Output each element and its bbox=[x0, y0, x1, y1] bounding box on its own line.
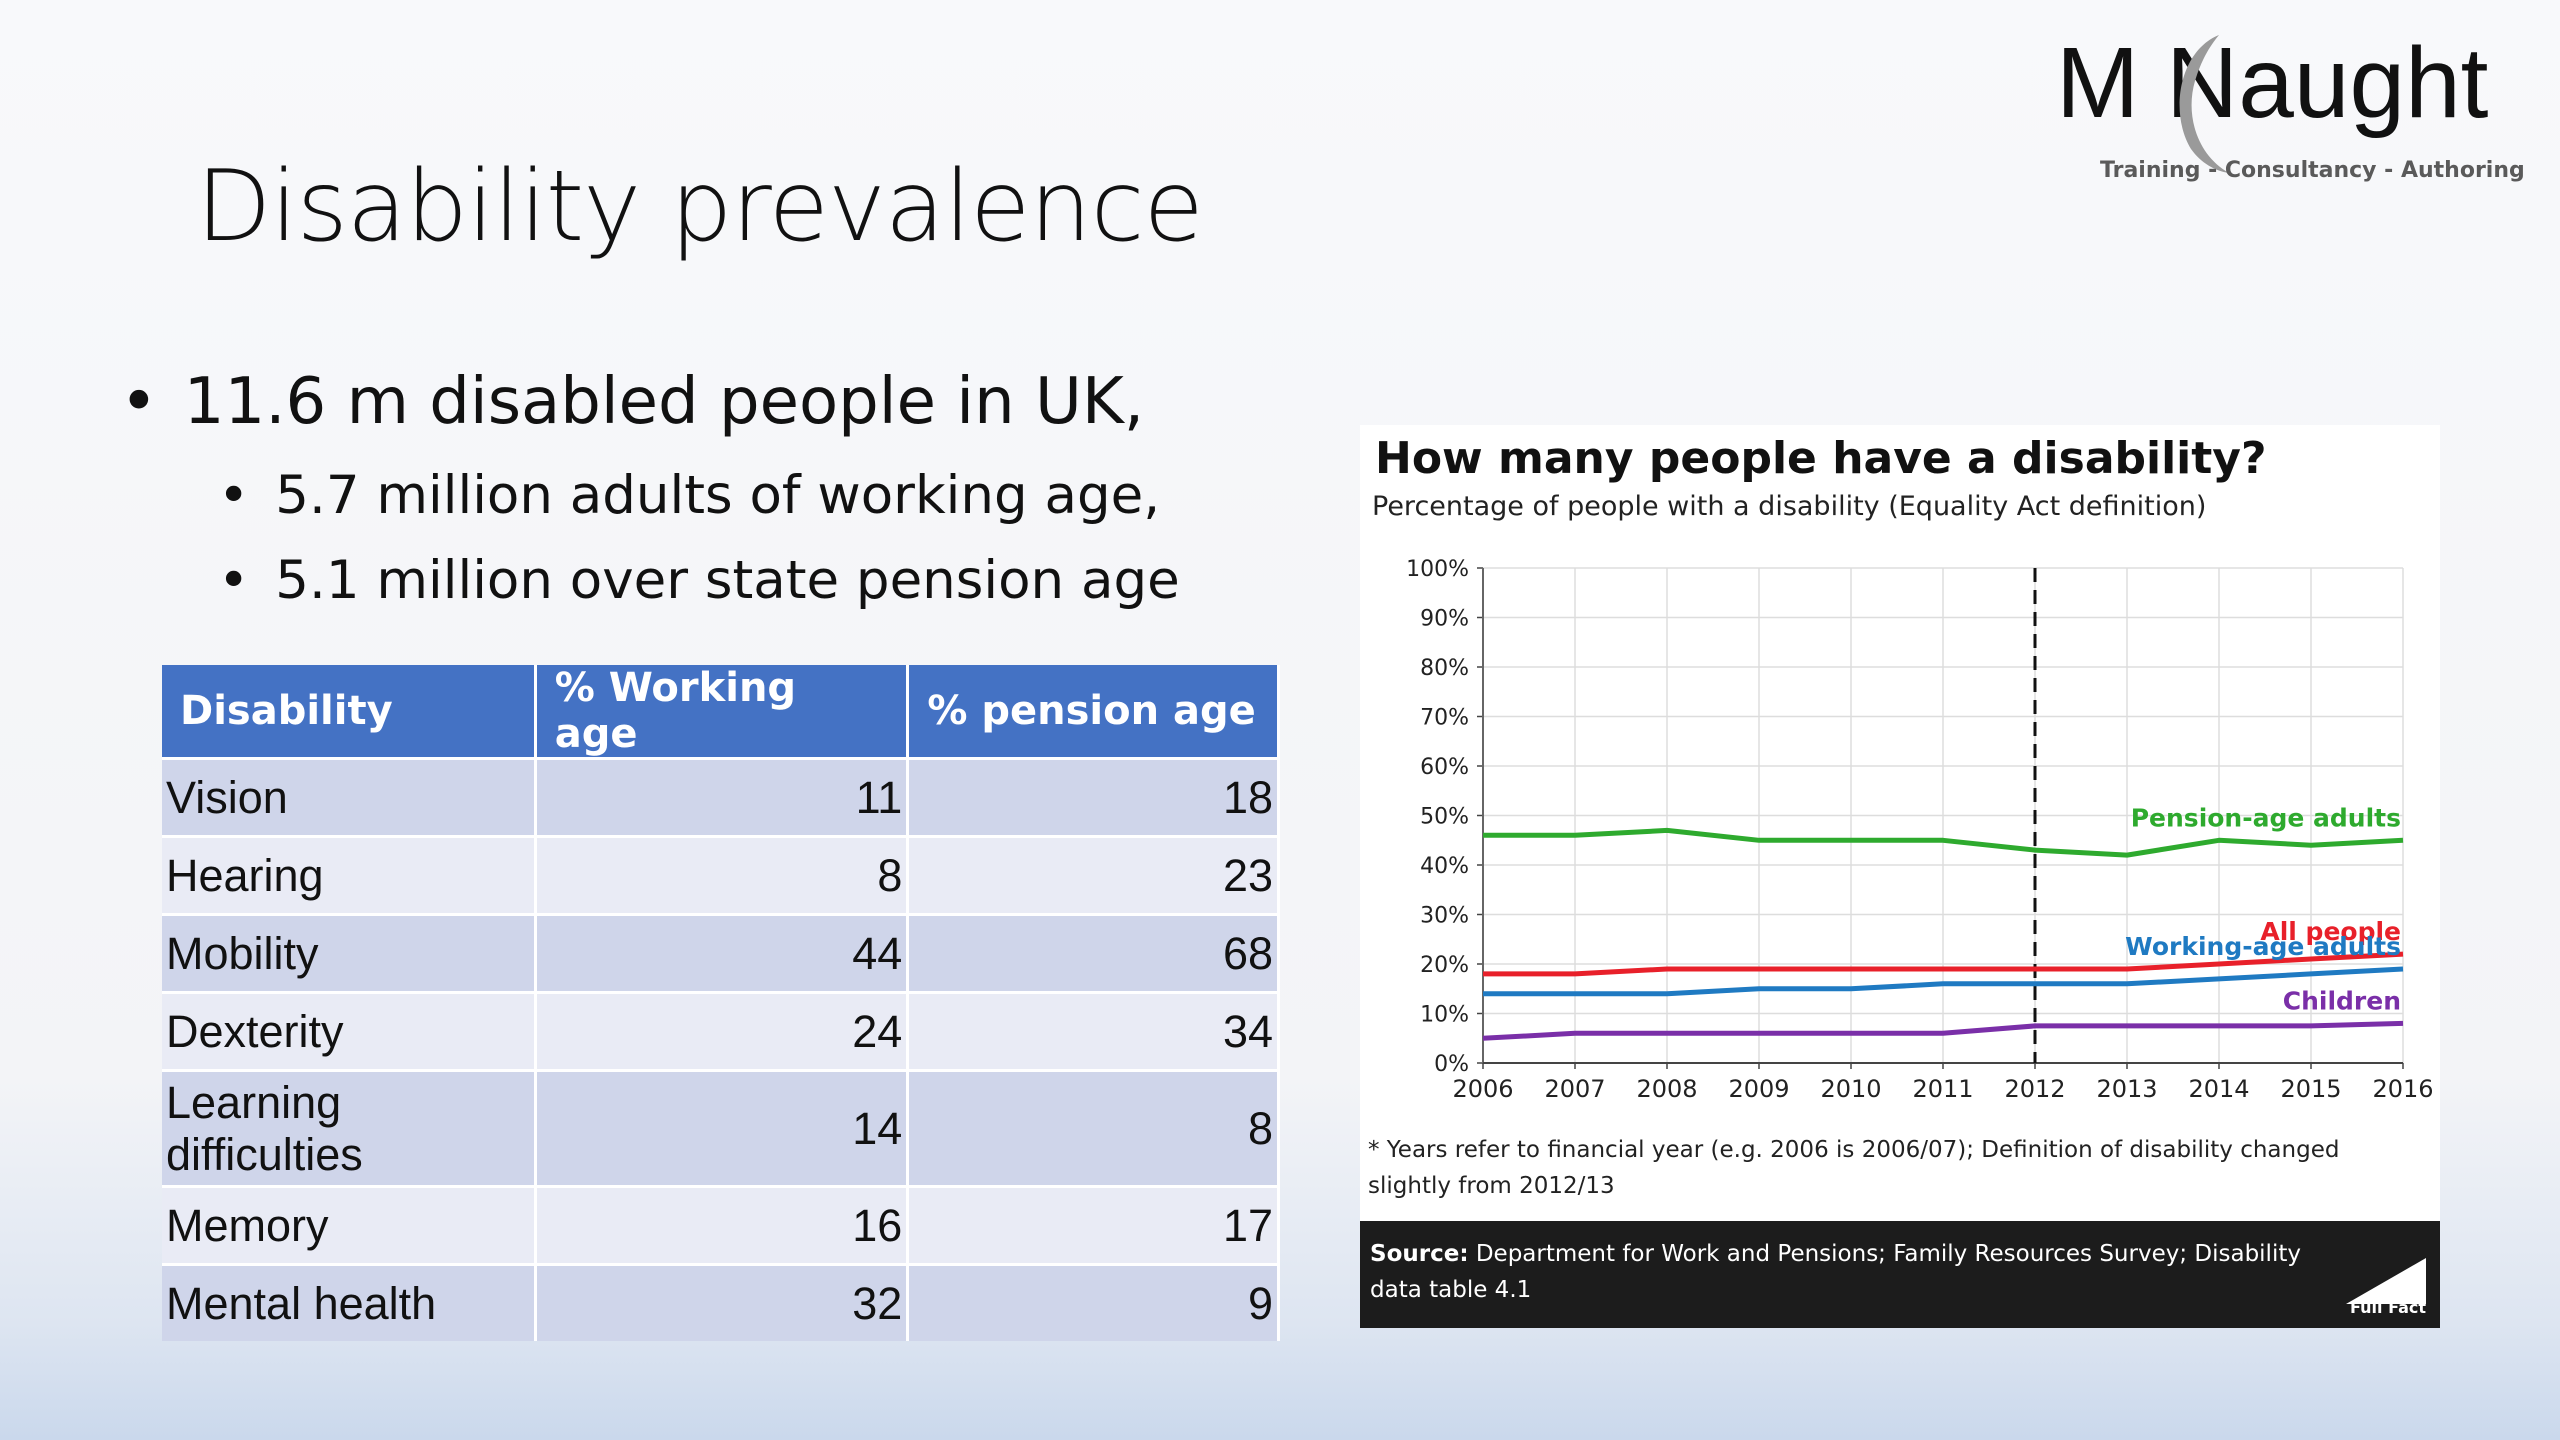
bullet-dot-icon: • bbox=[120, 365, 158, 439]
x-tick-label: 2011 bbox=[1912, 1075, 1973, 1103]
table-row: Vision 11 18 bbox=[162, 757, 1280, 837]
x-tick-label: 2013 bbox=[2096, 1075, 2157, 1103]
chart-panel: How many people have a disability? Perce… bbox=[1360, 425, 2440, 1328]
table-row: Mental health 32 9 bbox=[162, 1263, 1280, 1341]
table-row: Hearing 8 23 bbox=[162, 835, 1280, 915]
row-pension-value: 68 bbox=[907, 913, 1280, 993]
y-tick-label: 50% bbox=[1420, 805, 1469, 830]
row-label: Hearing bbox=[162, 835, 537, 915]
series-line bbox=[1483, 951, 2404, 977]
y-tick-label: 90% bbox=[1420, 607, 1469, 632]
x-tick-label: 2012 bbox=[2004, 1075, 2065, 1103]
full-fact-logo: Full Fact bbox=[2346, 1258, 2426, 1314]
series-label: Working-age adults bbox=[2125, 932, 2401, 961]
header-working-age: % Working age bbox=[535, 665, 910, 759]
x-tick-label: 2016 bbox=[2372, 1075, 2433, 1103]
table-row: Mobility 44 68 bbox=[162, 913, 1280, 993]
y-tick-label: 10% bbox=[1420, 1003, 1469, 1028]
svg-text:Full Fact: Full Fact bbox=[2350, 1298, 2426, 1314]
y-tick-label: 60% bbox=[1420, 755, 1469, 780]
logo-tagline: Training - Consultancy - Authoring bbox=[2100, 158, 2525, 183]
chart-subtitle: Percentage of people with a disability (… bbox=[1372, 491, 2207, 522]
header-pension-age: % pension age bbox=[907, 665, 1280, 759]
y-tick-label: 80% bbox=[1420, 656, 1469, 681]
line-chart: 0% 10% 20% 30% 40% 50% 60% 70% 80% 90% 100% 2006 200… bbox=[1406, 557, 2433, 1103]
y-tick-label: 100% bbox=[1406, 557, 1469, 582]
table-row: Dexterity 24 34 bbox=[162, 991, 1280, 1071]
row-working-value: 32 bbox=[535, 1263, 910, 1341]
y-tick-label: 0% bbox=[1434, 1052, 1469, 1077]
series-label: Pension-age adults bbox=[2131, 803, 2401, 832]
table-row: Memory 16 17 bbox=[162, 1185, 1280, 1265]
x-tick-label: 2006 bbox=[1452, 1075, 1513, 1103]
bullet-main: • 11.6 m disabled people in UK, bbox=[120, 365, 1145, 439]
row-label: Vision bbox=[162, 757, 537, 837]
row-pension-value: 17 bbox=[907, 1185, 1280, 1265]
bullet-sub-working-age: • 5.7 million adults of working age, bbox=[218, 465, 1161, 526]
row-label: Learning difficulties bbox=[162, 1069, 537, 1187]
row-pension-value: 18 bbox=[907, 757, 1280, 837]
crescent-moon-icon bbox=[2179, 35, 2229, 173]
slide-title: Disability prevalence bbox=[196, 150, 1204, 264]
y-tick-label: 20% bbox=[1420, 953, 1469, 978]
x-tick-label: 2014 bbox=[2188, 1075, 2249, 1103]
x-tick-label: 2010 bbox=[1820, 1075, 1881, 1103]
bullet-dot-icon: • bbox=[218, 550, 250, 611]
source-text: Source: Department for Work and Pensions… bbox=[1370, 1241, 2301, 1303]
series-line bbox=[1483, 966, 2404, 997]
row-working-value: 44 bbox=[535, 913, 910, 993]
logo-letter-m: M bbox=[2056, 27, 2140, 139]
source-bar: Source: Department for Work and Pensions… bbox=[1360, 1221, 2440, 1328]
row-pension-value: 9 bbox=[907, 1263, 1280, 1341]
chart-footnote: * Years refer to financial year (e.g. 20… bbox=[1368, 1137, 2340, 1199]
row-working-value: 14 bbox=[535, 1069, 910, 1187]
row-pension-value: 8 bbox=[907, 1069, 1280, 1187]
row-pension-value: 34 bbox=[907, 991, 1280, 1071]
row-working-value: 8 bbox=[535, 835, 910, 915]
table-header-row: Disability % Working age % pension age bbox=[162, 665, 1280, 759]
y-tick-label: 40% bbox=[1420, 854, 1469, 879]
row-label: Mobility bbox=[162, 913, 537, 993]
series-line bbox=[1482, 1020, 2404, 1041]
x-tick-label: 2009 bbox=[1728, 1075, 1789, 1103]
table-row: Learning difficulties 14 8 bbox=[162, 1069, 1280, 1187]
row-label: Mental health bbox=[162, 1263, 537, 1341]
y-tick-label: 70% bbox=[1420, 706, 1469, 731]
bullet-sub-pension-age: • 5.1 million over state pension age bbox=[218, 550, 1180, 611]
x-tick-label: 2008 bbox=[1636, 1075, 1697, 1103]
x-tick-label: 2015 bbox=[2280, 1075, 2341, 1103]
row-label: Dexterity bbox=[162, 991, 537, 1071]
series-label: All people bbox=[2260, 917, 2401, 946]
series-label: Children bbox=[2283, 986, 2401, 1015]
row-working-value: 24 bbox=[535, 991, 910, 1071]
disability-table: Disability % Working age % pension age V… bbox=[162, 665, 1280, 1341]
x-tick-label: 2007 bbox=[1544, 1075, 1605, 1103]
row-working-value: 11 bbox=[535, 757, 910, 837]
bullet-dot-icon: • bbox=[218, 465, 250, 526]
header-disability: Disability bbox=[162, 665, 537, 759]
logo-name: Naught bbox=[2166, 27, 2489, 139]
row-working-value: 16 bbox=[535, 1185, 910, 1265]
series-line bbox=[1483, 827, 2404, 858]
y-tick-label: 30% bbox=[1420, 904, 1469, 929]
chart-title: How many people have a disability? bbox=[1375, 433, 2267, 484]
row-label: Memory bbox=[162, 1185, 537, 1265]
row-pension-value: 23 bbox=[907, 835, 1280, 915]
mcnaught-logo: M Naught Training - Consultancy - Authori… bbox=[2050, 25, 2540, 195]
